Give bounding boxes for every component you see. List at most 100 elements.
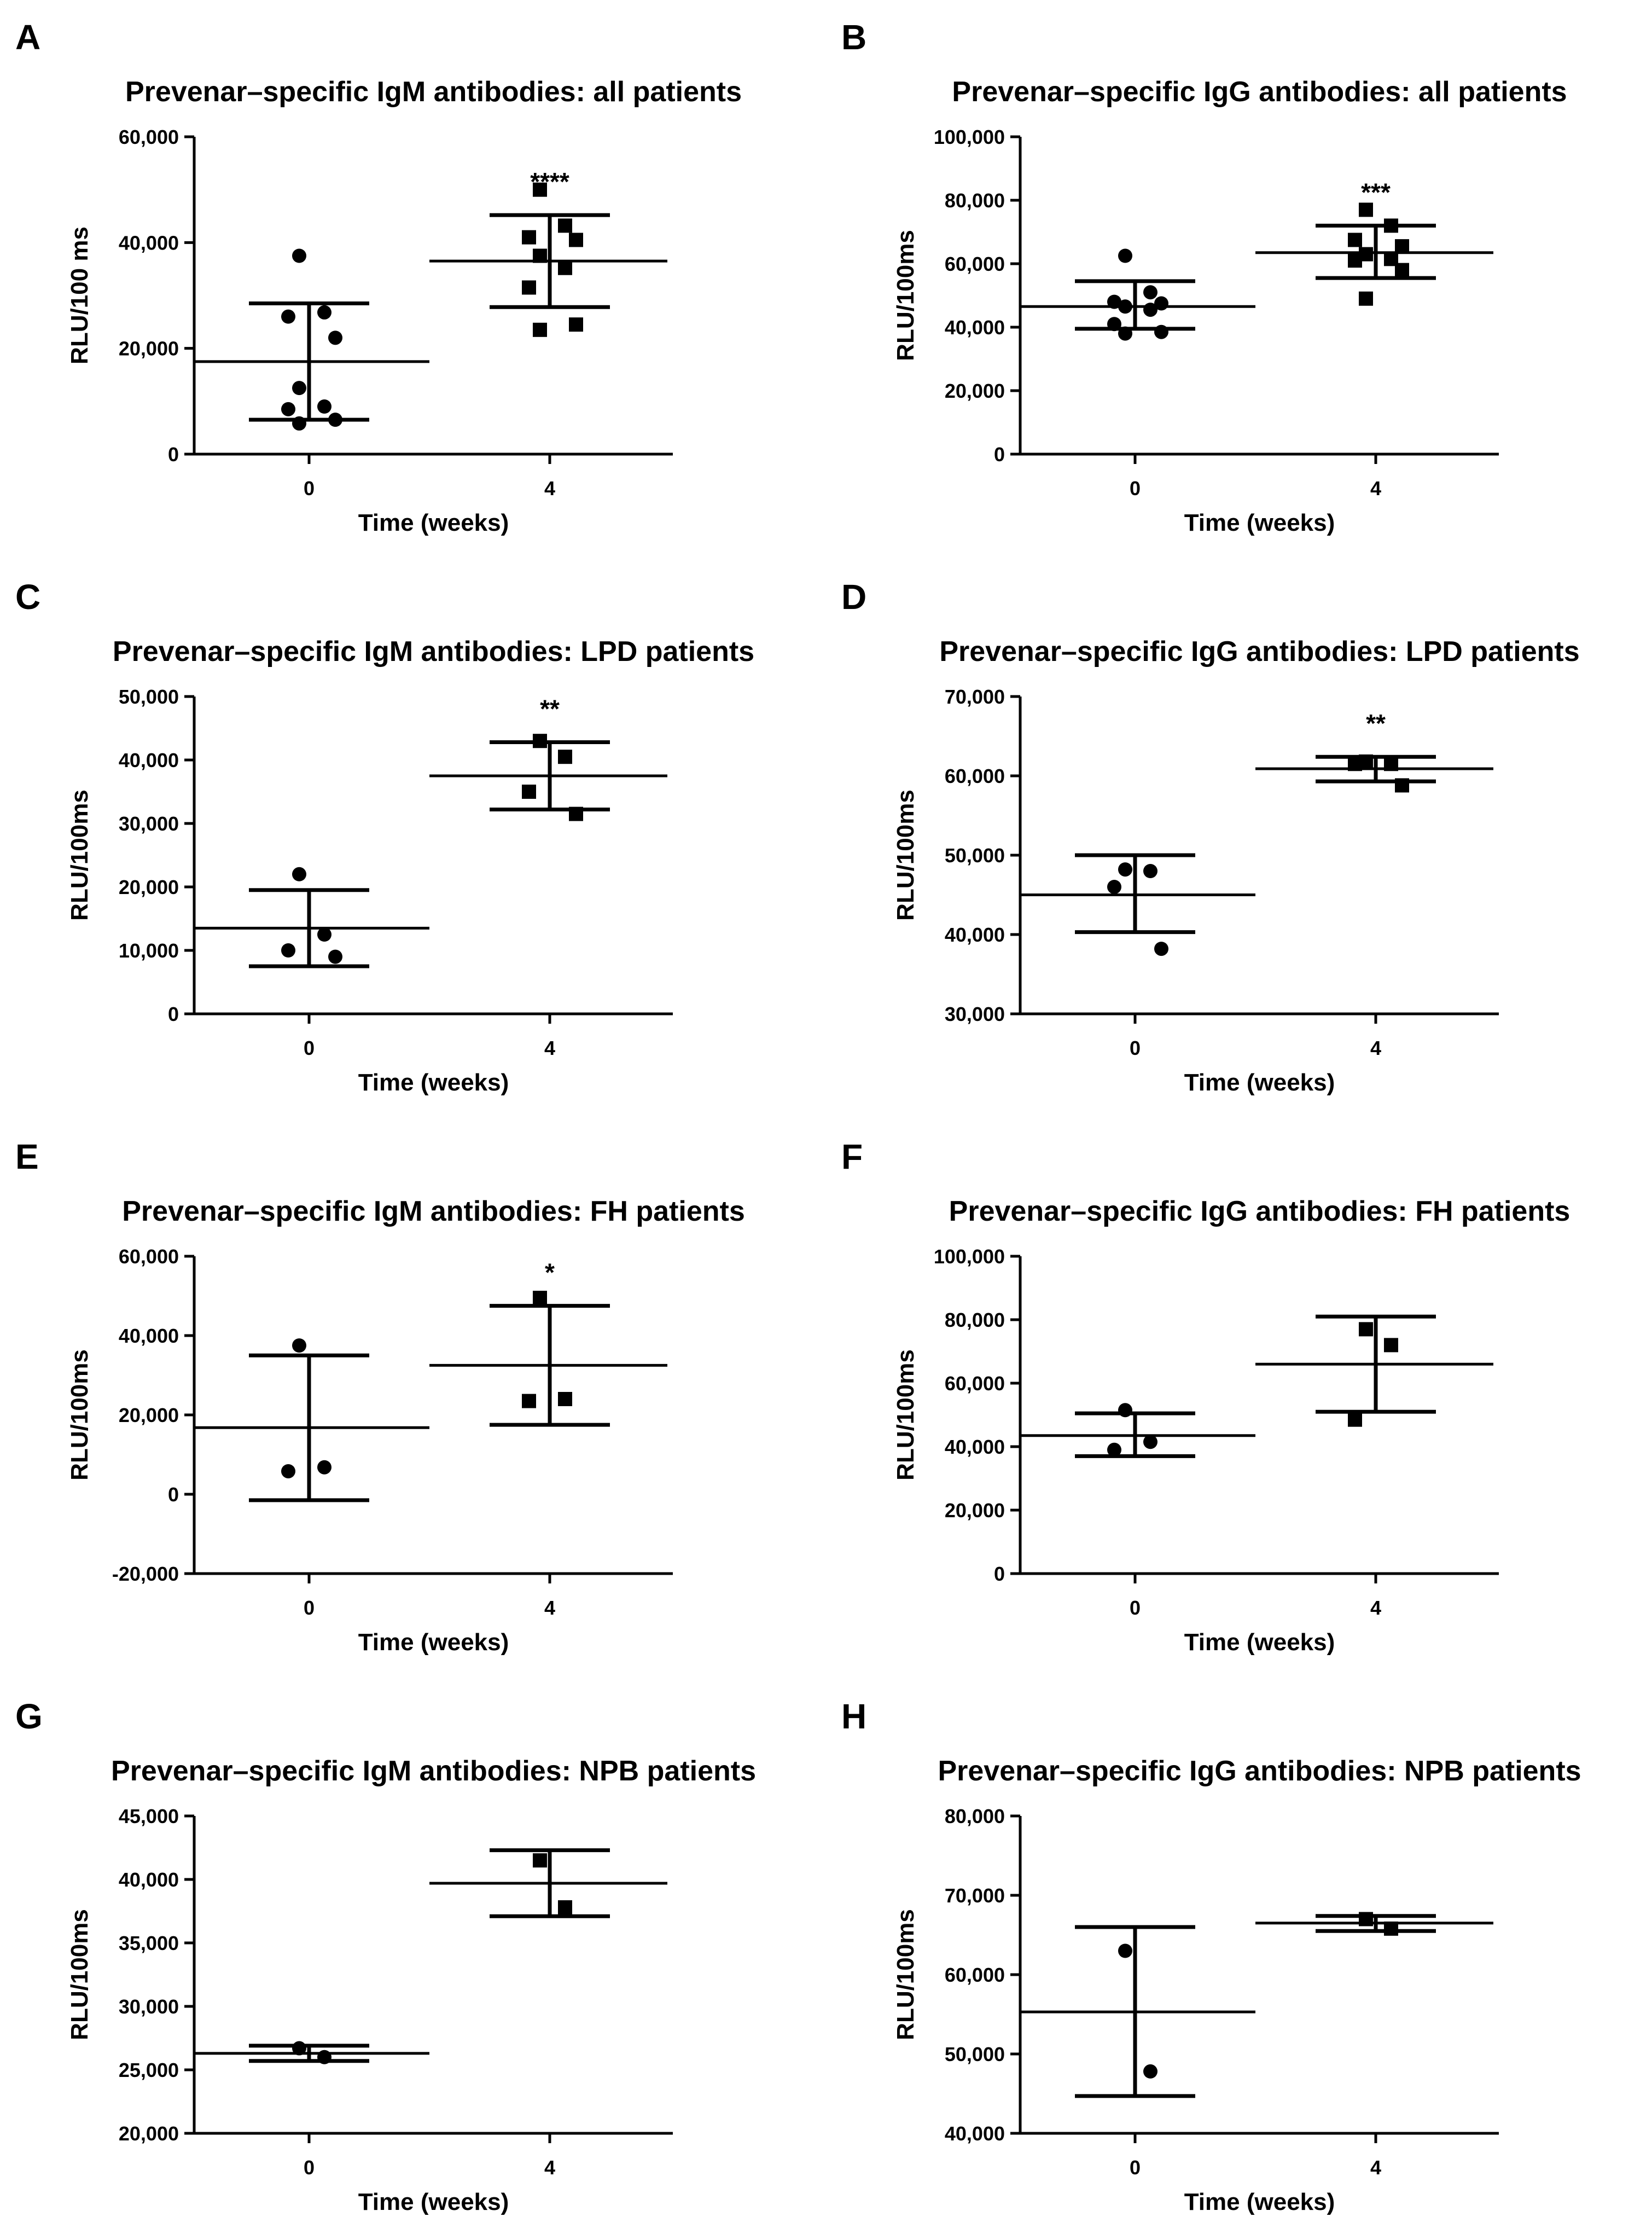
y-tick-label: 50,000: [119, 686, 179, 708]
x-tick-label: 0: [1130, 2156, 1141, 2179]
y-tick-label: 80,000: [945, 1309, 1005, 1331]
y-tick-label: 20,000: [119, 1404, 179, 1426]
data-point-square: [1359, 1912, 1373, 1926]
data-point-square: [1359, 202, 1373, 217]
data-point-square: [558, 218, 572, 233]
panel-letter: F: [841, 1137, 863, 1176]
data-point-circle: [328, 330, 342, 345]
x-tick-label: 4: [544, 1597, 555, 1619]
data-point-circle: [281, 402, 295, 416]
x-tick-label: 4: [1370, 1037, 1381, 1059]
y-tick-label: 80,000: [945, 1805, 1005, 1827]
data-point-circle: [317, 2050, 331, 2064]
data-point-circle: [1118, 1943, 1132, 1958]
data-point-circle: [281, 309, 295, 324]
y-tick-label: 60,000: [119, 1245, 179, 1268]
chart-title: Prevenar–specific IgM antibodies: FH pat…: [122, 1196, 745, 1227]
y-tick-label: 20,000: [945, 380, 1005, 402]
y-tick-label: 0: [994, 443, 1005, 466]
data-point-square: [1348, 233, 1362, 247]
data-point-square: [1348, 253, 1362, 268]
y-tick-label: 100,000: [934, 126, 1005, 148]
y-tick-label: 40,000: [119, 231, 179, 254]
y-tick-label: 25,000: [119, 2059, 179, 2081]
data-point-square: [1359, 291, 1373, 306]
data-point-circle: [1118, 248, 1132, 263]
data-point-square: [522, 230, 536, 245]
y-tick-label: 40,000: [119, 1868, 179, 1891]
x-tick-label: 4: [544, 477, 555, 500]
x-axis-label: Time (weeks): [358, 2189, 509, 2215]
data-point-circle: [281, 943, 295, 957]
data-point-square: [1359, 1322, 1373, 1337]
data-point-square: [1348, 757, 1362, 771]
data-point-circle: [1118, 862, 1132, 877]
data-point-circle: [1154, 942, 1168, 956]
y-tick-label: 40,000: [119, 749, 179, 771]
y-tick-label: 40,000: [119, 1325, 179, 1347]
chart-panel-g: G Prevenar–specific IgM antibodies: NPB p…: [0, 1679, 826, 2239]
y-tick-label: 60,000: [119, 126, 179, 148]
data-point-square: [1384, 1921, 1398, 1936]
data-point-circle: [317, 399, 331, 414]
y-tick-label: 60,000: [945, 1372, 1005, 1395]
data-point-circle: [317, 1460, 331, 1475]
x-tick-label: 0: [304, 1037, 315, 1059]
y-tick-label: 0: [168, 1003, 179, 1025]
data-point-square: [1384, 218, 1398, 233]
y-tick-label: 100,000: [934, 1245, 1005, 1268]
y-tick-label: 40,000: [945, 316, 1005, 339]
panel-letter: C: [15, 577, 40, 617]
x-tick-label: 4: [1370, 477, 1381, 500]
chart-panel-d: D Prevenar–specific IgG antibodies: LPD p…: [826, 560, 1652, 1119]
x-tick-label: 0: [1130, 1597, 1141, 1619]
x-axis-label: Time (weeks): [1184, 2189, 1335, 2215]
data-point-circle: [292, 381, 306, 396]
y-tick-label: 10,000: [119, 939, 179, 962]
y-tick-label: 70,000: [945, 686, 1005, 708]
significance-marker: ****: [530, 167, 569, 196]
significance-marker: **: [540, 695, 560, 723]
data-point-square: [558, 1392, 572, 1406]
y-tick-label: -20,000: [112, 1563, 179, 1585]
panel-letter: D: [841, 577, 866, 617]
panel-letter: B: [841, 18, 866, 57]
y-axis-label: RLU/100 ms: [66, 227, 93, 364]
data-point-square: [1395, 239, 1409, 254]
y-tick-label: 80,000: [945, 189, 1005, 212]
data-point-circle: [281, 1464, 295, 1478]
data-point-square: [522, 1394, 536, 1408]
y-tick-label: 40,000: [945, 2122, 1005, 2145]
chart-title: Prevenar–specific IgG antibodies: LPD pa…: [939, 636, 1579, 668]
chart-svg: G Prevenar–specific IgM antibodies: NPB p…: [15, 1697, 756, 2215]
data-point-square: [533, 1291, 547, 1305]
y-tick-label: 30,000: [945, 1003, 1005, 1025]
data-point-circle: [1154, 296, 1168, 311]
chart-panel-b: B Prevenar–specific IgG antibodies: all p…: [826, 0, 1652, 560]
data-point-circle: [317, 927, 331, 942]
x-axis-label: Time (weeks): [358, 509, 509, 536]
data-point-circle: [292, 2041, 306, 2056]
data-point-circle: [328, 413, 342, 427]
y-tick-label: 45,000: [119, 1805, 179, 1827]
chart-title: Prevenar–specific IgG antibodies: NPB pa…: [938, 1755, 1581, 1787]
x-tick-label: 4: [544, 2156, 555, 2179]
data-point-square: [558, 260, 572, 275]
y-tick-label: 30,000: [119, 1995, 179, 2018]
y-tick-label: 70,000: [945, 1884, 1005, 1907]
x-tick-label: 0: [304, 1597, 315, 1619]
y-axis-label: RLU/100ms: [892, 790, 919, 921]
y-tick-label: 30,000: [119, 813, 179, 835]
y-axis-label: RLU/100ms: [892, 1909, 919, 2040]
y-tick-label: 50,000: [945, 2043, 1005, 2065]
data-point-square: [522, 280, 536, 295]
x-axis-label: Time (weeks): [1184, 509, 1335, 536]
panel-letter: A: [15, 18, 40, 57]
x-tick-label: 4: [544, 1037, 555, 1059]
data-point-square: [1348, 1412, 1362, 1427]
data-point-square: [558, 750, 572, 764]
x-axis-label: Time (weeks): [358, 1069, 509, 1096]
chart-svg: F Prevenar–specific IgG antibodies: FH pa…: [841, 1137, 1570, 1656]
y-tick-label: 0: [994, 1563, 1005, 1585]
